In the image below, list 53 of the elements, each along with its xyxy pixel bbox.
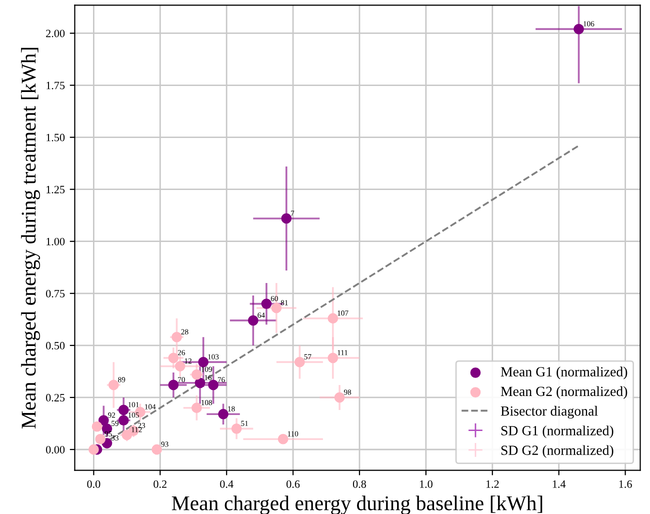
y-tick-label: 0.75 <box>46 290 65 298</box>
legend-label: Mean G1 (normalized) <box>500 366 628 380</box>
x-tick-label: 0.8 <box>352 480 366 488</box>
y-tick-label: 0.50 <box>46 342 65 350</box>
legend-label: Bisector diagonal <box>500 406 598 419</box>
point <box>328 313 338 324</box>
point <box>328 352 338 364</box>
x-tick-label: 0.4 <box>220 480 234 488</box>
point <box>294 356 305 368</box>
y-tick-label: 1.25 <box>46 186 65 194</box>
point <box>172 332 182 342</box>
point <box>231 423 242 434</box>
x-tick-label: 0.2 <box>154 480 166 488</box>
x-tick-label: 1.4 <box>552 480 566 488</box>
point <box>98 415 109 426</box>
x-tick-label: 1.6 <box>619 480 632 488</box>
point <box>191 369 202 380</box>
point <box>208 380 218 390</box>
y-tick-label: 2.00 <box>46 30 65 38</box>
point <box>118 415 129 426</box>
y-tick-label: 1.75 <box>46 82 65 90</box>
point <box>574 24 584 34</box>
point <box>198 356 209 368</box>
x-tick-label: 0.6 <box>286 480 300 488</box>
point <box>218 408 228 420</box>
point <box>248 315 258 326</box>
legend-label: Mean G2 (normalized) <box>500 386 628 399</box>
point <box>88 444 99 455</box>
point <box>194 378 206 388</box>
x-tick-label: 1.2 <box>486 480 499 488</box>
point <box>95 434 106 444</box>
point <box>152 444 162 455</box>
point <box>108 380 119 390</box>
point <box>278 434 288 444</box>
y-tick-label: 0.00 <box>46 446 65 454</box>
point <box>334 392 345 403</box>
y-tick-label: 1.50 <box>46 134 65 142</box>
point <box>271 302 282 314</box>
point <box>261 298 272 309</box>
y-tick-label: 0.25 <box>46 394 65 402</box>
x-tick-label: 0.0 <box>87 480 100 488</box>
point <box>168 352 179 364</box>
legend-label: SD G1 (normalized) <box>501 426 614 438</box>
y-tick-label: 1.00 <box>46 238 65 246</box>
point <box>281 213 292 224</box>
point <box>168 380 179 390</box>
point <box>118 404 129 416</box>
x-tick-label: 1.0 <box>420 480 432 488</box>
y-axis-title: Mean charged energy during treatment [kWh] <box>21 48 40 429</box>
point <box>174 361 186 372</box>
legend-label: SD G2 (normalized) <box>501 445 614 458</box>
point <box>191 402 202 414</box>
point <box>92 421 102 432</box>
